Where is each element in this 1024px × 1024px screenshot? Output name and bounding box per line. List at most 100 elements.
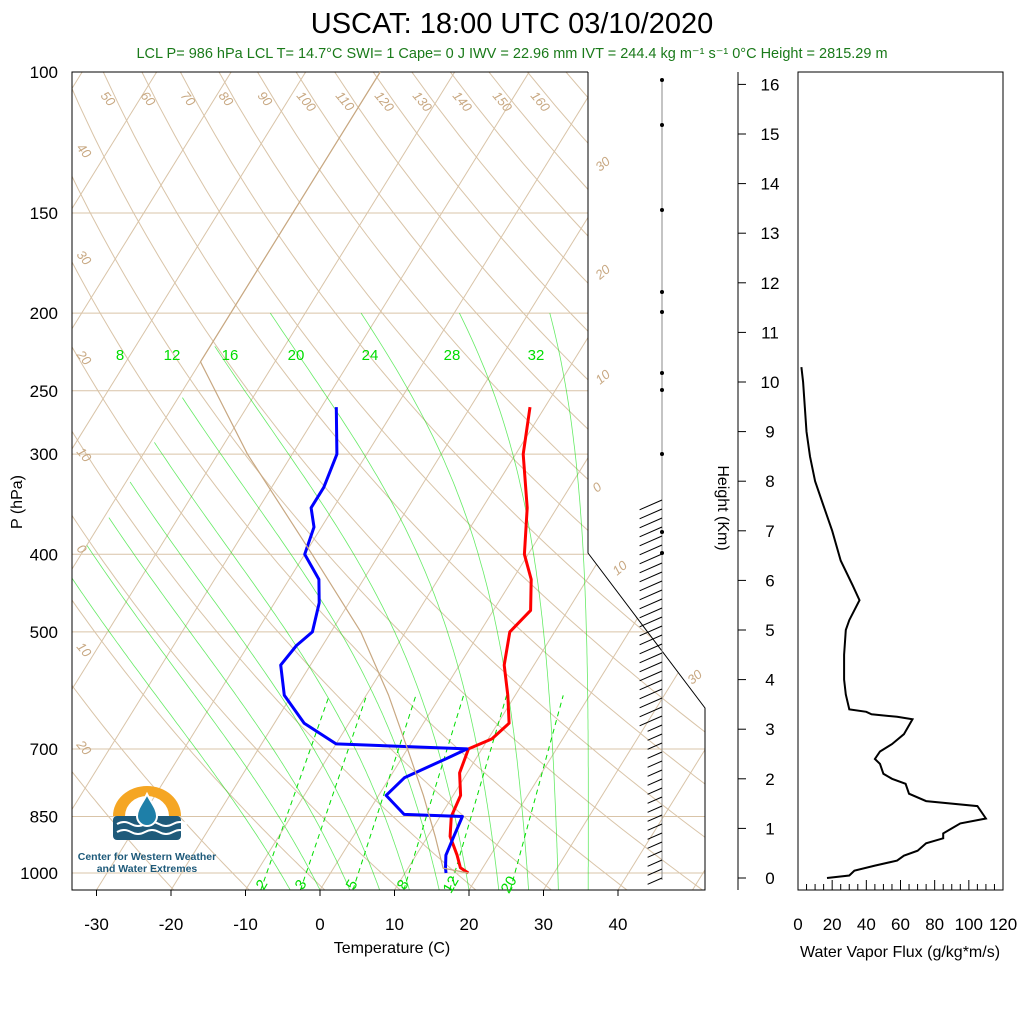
wind-barb	[639, 688, 663, 700]
moist-adiabat-line	[182, 397, 440, 890]
isotherm-label: 0	[589, 479, 605, 496]
isotherm-line	[72, 72, 456, 890]
temperature-tick-label: 0	[315, 915, 324, 934]
wind-level-dot	[660, 78, 664, 82]
wind-barb	[647, 733, 663, 741]
dry-adiabat-line	[102, 72, 705, 890]
mixing-ratio-line	[449, 695, 508, 890]
wind-barb	[639, 553, 663, 565]
wind-barb	[639, 508, 663, 520]
height-tick-label: 15	[761, 125, 780, 144]
background-lines	[72, 72, 1024, 890]
temperature-tick-label: -30	[84, 915, 109, 934]
isotherm-line	[767, 72, 1024, 890]
moist-adiabat-line	[269, 312, 500, 890]
adiabat-label: 90	[255, 88, 276, 109]
adiabat-label: 20	[73, 737, 95, 759]
dry-adiabat-line	[72, 72, 326, 890]
adiabat-label: 60	[138, 88, 159, 109]
temperature-tick-label: -10	[233, 915, 258, 934]
wvf-axis-title: Water Vapor Flux (g/kg*m/s)	[800, 944, 1000, 961]
height-tick-label: 4	[765, 671, 774, 690]
moist-adiabat-label: 20	[288, 347, 305, 364]
wind-barb	[647, 778, 663, 786]
mixing-ratio-label: 20	[498, 873, 521, 896]
wind-level-dot	[660, 290, 664, 294]
wind-barb	[647, 751, 663, 759]
chart-title: USCAT: 18:00 UTC 03/10/2020	[310, 8, 714, 40]
wind-barb	[647, 859, 663, 867]
dry-adiabat-line	[527, 72, 705, 890]
wind-barb	[639, 616, 663, 628]
wind-barb	[647, 823, 663, 831]
wind-barb	[639, 517, 663, 529]
wind-level-dot	[660, 530, 664, 534]
moist-adiabat-line	[72, 575, 291, 890]
wvf-tick-label: 100	[955, 915, 983, 934]
height-tick-label: 10	[761, 373, 780, 392]
height-tick-label: 7	[765, 522, 774, 541]
moist-adiabat-line	[549, 313, 589, 890]
mixing-ratio-line	[299, 695, 368, 890]
dry-adiabat-line	[72, 72, 703, 890]
wind-barb	[647, 877, 663, 885]
moist-adiabat-label: 12	[164, 347, 181, 364]
dry-adiabat-line	[72, 72, 628, 890]
dewpoint-profile	[279, 407, 469, 874]
wind-barb	[639, 634, 663, 646]
height-tick-label: 11	[761, 323, 779, 342]
height-tick-label: 12	[761, 274, 780, 293]
adiabat-label: 140	[450, 88, 476, 115]
dry-adiabat-line	[334, 72, 705, 890]
adiabat-label: 110	[333, 88, 358, 114]
wind-barb	[639, 679, 663, 691]
wind-level-dot	[660, 208, 664, 212]
mixing-ratio-line	[403, 695, 465, 890]
dry-adiabat-line	[72, 72, 705, 890]
wind-barb	[647, 805, 663, 813]
wvf-tick-label: 120	[989, 915, 1017, 934]
wind-barb	[647, 769, 663, 777]
moist-adiabat-label: 8	[116, 347, 124, 364]
wind-barb	[639, 580, 663, 592]
skewt-frame	[71, 71, 706, 891]
isotherm-line	[72, 72, 530, 890]
wind-barb	[647, 760, 663, 768]
wvf-tick-label: 40	[857, 915, 876, 934]
wind-barb	[639, 526, 663, 538]
isotherm-line	[543, 72, 705, 890]
isotherm-label: 10	[592, 366, 613, 387]
logo-line1: Center for Western Weather	[77, 851, 217, 863]
adiabat-label: 160	[528, 88, 554, 115]
height-tick-label: 9	[765, 423, 774, 442]
adiabat-label: 30	[74, 247, 95, 268]
temperature-tick-label: 20	[460, 915, 479, 934]
isotherm-label: 20	[592, 261, 614, 283]
dry-adiabat-line	[295, 72, 705, 890]
pressure-tick-label: 250	[30, 382, 58, 401]
mixing-ratio-line	[352, 695, 417, 890]
pressure-tick-label: 200	[30, 304, 58, 323]
dry-adiabat-line	[72, 72, 552, 890]
wind-barb	[647, 787, 663, 795]
wind-level-dot	[660, 452, 664, 456]
adiabat-label: 50	[98, 88, 119, 109]
dry-adiabat-line	[565, 72, 705, 890]
moist-adiabat-line	[108, 517, 351, 890]
pressure-tick-label: 700	[30, 740, 58, 759]
wvf-tick-label: 80	[925, 915, 944, 934]
wind-barb	[639, 589, 663, 601]
wind-barb	[639, 598, 663, 610]
wind-level-dot	[660, 123, 664, 127]
moist-adiabat-label: 28	[444, 347, 461, 364]
wind-barb	[647, 850, 663, 858]
height-axis-title: Height (Km)	[714, 465, 731, 550]
temperature-tick-label: 10	[385, 915, 404, 934]
wind-barb	[639, 562, 663, 574]
wind-barb	[647, 868, 663, 876]
mixing-ratio-label: 12	[440, 873, 463, 896]
wind-barb	[639, 706, 663, 718]
wind-barb	[639, 661, 663, 673]
isotherm-label: 10	[609, 557, 630, 578]
moist-adiabat-label: 32	[528, 347, 545, 364]
